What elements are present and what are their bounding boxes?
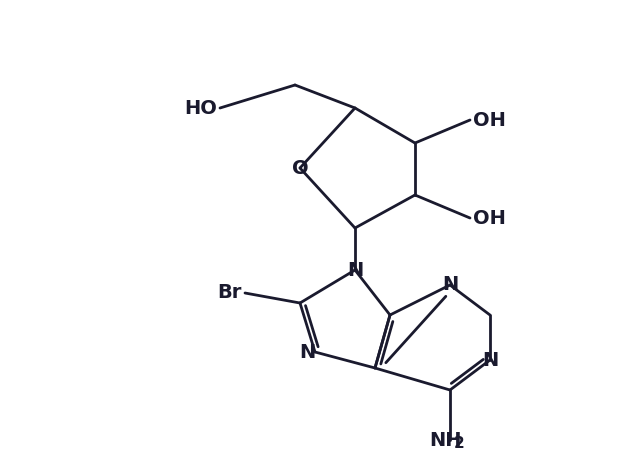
Text: OH: OH — [473, 209, 506, 227]
Text: 2: 2 — [454, 437, 465, 452]
Text: N: N — [347, 260, 363, 280]
Text: NH: NH — [429, 431, 461, 449]
Text: O: O — [292, 158, 308, 178]
Text: N: N — [482, 351, 498, 369]
Text: Br: Br — [218, 283, 242, 303]
Text: N: N — [299, 343, 315, 361]
Text: HO: HO — [184, 99, 217, 118]
Text: N: N — [442, 275, 458, 295]
Text: OH: OH — [473, 110, 506, 130]
